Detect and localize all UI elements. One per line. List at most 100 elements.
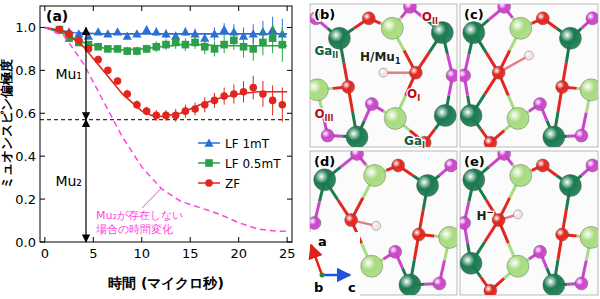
oxygen-atom <box>556 80 569 93</box>
y-tick-label: 0.4 <box>15 149 36 164</box>
x-tick <box>238 6 239 11</box>
legend-marker <box>204 138 213 146</box>
oxygen-atom <box>492 66 505 79</box>
y-tick <box>40 156 45 157</box>
gallium-atom <box>384 107 406 129</box>
x-tick <box>287 237 288 242</box>
y-tick-label: 0.0 <box>15 235 36 250</box>
data-point <box>172 112 180 120</box>
oxygen-atom <box>345 214 358 227</box>
data-point <box>65 30 73 38</box>
data-point <box>114 45 122 53</box>
y-axis-label: ミュオンスピン偏極度 <box>0 59 14 189</box>
gallium-atom <box>460 252 482 274</box>
data-point <box>172 39 180 47</box>
y-tick <box>287 156 292 157</box>
atom-label-main: H/Mu <box>360 50 395 64</box>
oxygen-atom <box>498 4 511 13</box>
data-point <box>259 39 267 47</box>
gallium-atom <box>580 226 598 248</box>
atom-label: OIII <box>314 107 333 123</box>
oxygen-atom <box>534 98 547 111</box>
gallium-atom <box>510 17 532 39</box>
data-point <box>191 105 199 113</box>
gallium-atom <box>507 107 529 129</box>
y-tick-label: 0.2 <box>15 192 36 207</box>
x-tick <box>93 6 94 11</box>
atom-label-sub: 1 <box>395 57 401 66</box>
data-point <box>153 112 161 120</box>
atom-label: GaI <box>404 134 425 150</box>
gallium-atom <box>559 27 581 49</box>
oxygen-atom <box>389 245 402 258</box>
data-point <box>201 43 209 51</box>
data-point <box>191 39 199 47</box>
atom-label-sub: II <box>432 17 438 26</box>
gallium-atom <box>346 126 368 147</box>
atom-label-main: Ga <box>404 134 422 148</box>
atom-label-main: O <box>314 107 324 121</box>
oxygen-atom <box>575 129 588 142</box>
data-point <box>143 45 151 53</box>
oxygen-atom <box>365 98 378 111</box>
oxygen-atom <box>362 12 375 25</box>
series-line <box>45 27 287 231</box>
x-tick <box>287 6 288 11</box>
atom-label-main: O <box>407 87 417 101</box>
oxygen-atom <box>534 245 547 258</box>
atom-label-main: O <box>422 10 432 24</box>
oxygen-atom <box>498 151 511 160</box>
panel-frame <box>310 4 457 147</box>
oxygen-atom <box>460 217 471 230</box>
oxygen-atom <box>412 228 425 241</box>
data-point <box>269 34 277 42</box>
oxygen-atom <box>484 136 497 147</box>
data-point <box>74 29 83 37</box>
data-point <box>211 97 219 105</box>
data-point <box>123 31 132 39</box>
atom-label: H− <box>477 207 495 223</box>
curve-note: Mu₂が存在しない <box>96 209 183 222</box>
data-point <box>220 92 228 100</box>
data-point <box>182 107 190 115</box>
oxygen-atom <box>446 69 457 82</box>
mu1-label: Mu₁ <box>55 66 82 82</box>
data-point <box>182 41 190 49</box>
gallium-atom <box>543 274 565 295</box>
data-point <box>181 27 190 35</box>
x-tick-label: 15 <box>182 246 199 261</box>
data-point <box>103 29 112 37</box>
oxygen-atom <box>310 217 321 230</box>
oxygen-atom <box>403 4 416 13</box>
curve-note: 場合の時間変化 <box>95 223 173 236</box>
data-point <box>142 25 151 33</box>
data-point <box>162 41 170 49</box>
legend-marker <box>205 179 213 187</box>
x-tick <box>141 237 142 242</box>
x-tick-label: 25 <box>279 246 296 261</box>
data-point <box>113 27 122 35</box>
atom-label-main: Ga <box>314 44 332 58</box>
axis-b-label: b <box>314 280 323 295</box>
panel-frame <box>460 151 598 295</box>
data-point <box>94 43 102 51</box>
plot-data <box>40 17 292 232</box>
data-point <box>143 107 151 115</box>
axis-a-label: a <box>318 234 327 249</box>
x-tick-label: 10 <box>133 246 150 261</box>
atoms <box>310 4 457 147</box>
gallium-atom <box>399 274 421 295</box>
gallium-atom <box>463 169 485 191</box>
data-point <box>104 67 112 75</box>
structure-panel: (b)GaIIOIIH/Mu1OIIIOIGaI <box>306 0 459 149</box>
oxygen-atom <box>445 159 457 172</box>
gallium-atom <box>460 105 482 127</box>
fit-line <box>45 27 287 116</box>
gallium-atom <box>381 17 403 39</box>
data-point <box>279 101 287 109</box>
y-tick <box>287 242 292 243</box>
gallium-atom <box>417 175 439 197</box>
y-tick <box>287 70 292 71</box>
atom-label-sub: III <box>325 114 334 123</box>
atom-label: OI <box>407 87 420 103</box>
